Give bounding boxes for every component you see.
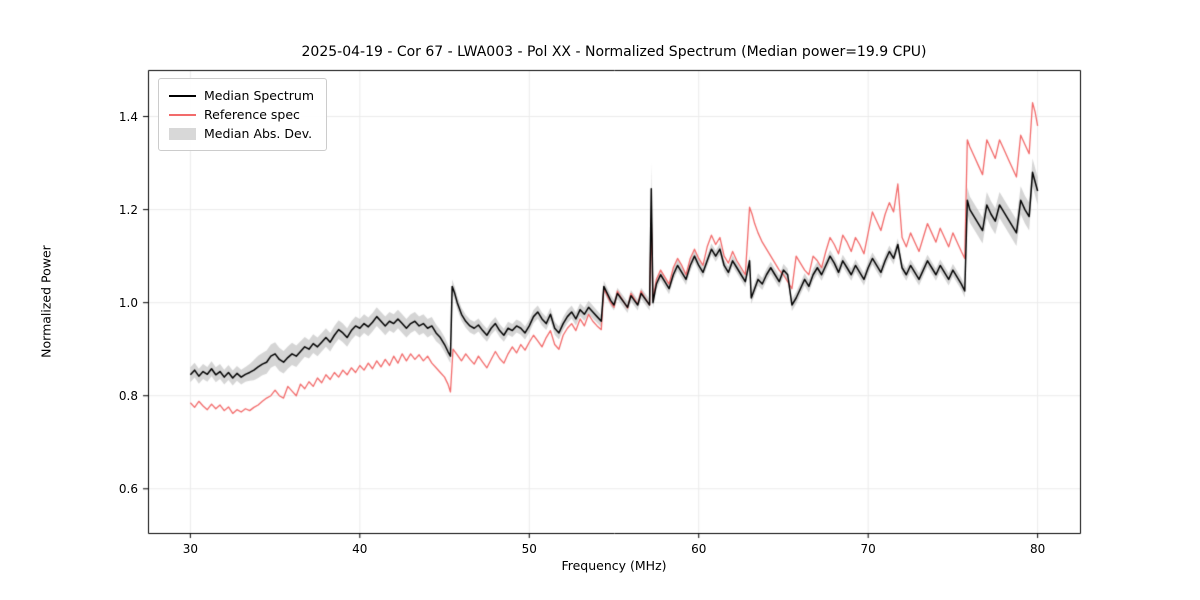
x-tick-label: 80 (1029, 542, 1046, 556)
y-tick-label: 0.6 (118, 481, 138, 496)
y-axis-label: Normalized Power (38, 245, 54, 358)
y-tick-label: 1.2 (118, 202, 138, 217)
legend-line-swatch (169, 94, 196, 97)
legend-label: Median Abs. Dev. (204, 126, 313, 141)
y-tick-label: 1.4 (118, 109, 138, 124)
legend-patch-swatch (169, 127, 196, 140)
legend-item: Reference spec (169, 105, 314, 124)
x-axis-label: Frequency (MHz) (561, 558, 667, 573)
legend: Median Spectrum Reference spec Median Abs.… (158, 78, 328, 151)
y-tick-label: 0.8 (118, 388, 138, 403)
x-tick-label: 50 (521, 542, 537, 556)
x-tick-label: 60 (691, 542, 707, 556)
y-tick-label: 1.0 (118, 295, 138, 310)
legend-item: Median Spectrum (169, 86, 314, 105)
legend-line-swatch (169, 113, 196, 116)
legend-label: Reference spec (204, 107, 300, 122)
x-tick-label: 30 (182, 542, 198, 556)
legend-item: Median Abs. Dev. (169, 124, 314, 143)
x-tick-label: 70 (860, 542, 876, 556)
legend-label: Median Spectrum (204, 88, 315, 103)
x-tick-label: 40 (352, 542, 368, 556)
